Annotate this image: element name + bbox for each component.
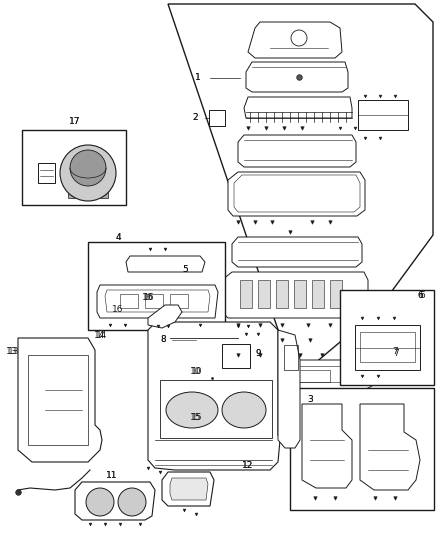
Text: 1: 1 [195, 74, 201, 83]
Text: 13: 13 [6, 348, 18, 357]
Bar [312, 280, 324, 308]
Text: 11: 11 [106, 472, 118, 481]
Text: 15: 15 [191, 414, 201, 423]
Polygon shape [209, 110, 225, 126]
Polygon shape [97, 285, 218, 318]
Text: 13: 13 [8, 348, 20, 357]
Text: 17: 17 [69, 117, 81, 126]
Circle shape [60, 145, 116, 201]
Bar [68, 186, 108, 198]
Bar [22, 130, 126, 205]
Polygon shape [18, 338, 102, 462]
Polygon shape [220, 360, 375, 390]
Bar [284, 345, 298, 370]
Polygon shape [244, 97, 352, 118]
Bar [222, 344, 250, 368]
Text: 6: 6 [417, 290, 423, 300]
Bar [340, 290, 434, 385]
Polygon shape [75, 482, 155, 520]
Ellipse shape [166, 392, 218, 428]
Polygon shape [302, 404, 352, 488]
Text: 5: 5 [182, 265, 188, 274]
Text: 6: 6 [417, 290, 423, 300]
Text: 8: 8 [160, 335, 166, 344]
Polygon shape [148, 305, 182, 328]
Polygon shape [278, 330, 300, 448]
Bar [170, 294, 188, 308]
Text: 5: 5 [182, 265, 188, 274]
Text: 16: 16 [112, 305, 124, 314]
Text: 7: 7 [393, 350, 399, 359]
Circle shape [70, 150, 106, 186]
Bar [294, 280, 306, 308]
Text: 9: 9 [255, 350, 261, 359]
Text: 10: 10 [190, 367, 202, 376]
Bar [38, 163, 55, 183]
Bar [290, 388, 434, 510]
Polygon shape [162, 472, 214, 506]
Text: 12: 12 [242, 462, 254, 471]
Bar [258, 280, 270, 308]
Polygon shape [148, 322, 280, 470]
Bar [28, 355, 88, 445]
Circle shape [118, 488, 146, 516]
Polygon shape [126, 256, 205, 272]
Text: 8: 8 [160, 335, 166, 344]
Text: 14: 14 [96, 332, 108, 341]
Bar [355, 325, 420, 370]
Text: 17: 17 [69, 117, 81, 126]
Text: 7: 7 [392, 348, 398, 357]
Text: 15: 15 [190, 414, 202, 423]
Text: 3: 3 [307, 395, 313, 405]
Bar [160, 380, 272, 438]
Ellipse shape [222, 392, 266, 428]
Text: 16: 16 [143, 294, 153, 303]
Bar [145, 294, 163, 308]
Polygon shape [360, 404, 420, 490]
Text: 10: 10 [191, 367, 201, 376]
Polygon shape [228, 172, 365, 216]
Bar [240, 280, 252, 308]
Bar [88, 242, 225, 330]
Bar [330, 280, 342, 308]
Text: 11: 11 [106, 472, 118, 481]
Text: 2: 2 [192, 114, 198, 123]
Polygon shape [248, 22, 342, 58]
Polygon shape [238, 135, 356, 167]
Polygon shape [232, 237, 362, 267]
Text: 4: 4 [115, 233, 121, 243]
Text: 12: 12 [242, 462, 254, 471]
Polygon shape [168, 4, 433, 380]
Text: 6: 6 [419, 290, 425, 300]
Text: 2: 2 [192, 114, 198, 123]
Text: 16: 16 [142, 294, 154, 303]
Bar [360, 332, 415, 362]
Text: 4: 4 [115, 233, 121, 243]
Bar [276, 280, 288, 308]
Text: 3: 3 [307, 395, 313, 405]
Polygon shape [246, 62, 348, 92]
Polygon shape [170, 478, 208, 500]
Text: 1: 1 [195, 74, 201, 83]
Text: 14: 14 [94, 330, 106, 340]
Polygon shape [222, 272, 368, 318]
Bar [270, 370, 330, 382]
Bar [358, 100, 408, 130]
Text: 9: 9 [255, 350, 261, 359]
Circle shape [86, 488, 114, 516]
Bar [120, 294, 138, 308]
